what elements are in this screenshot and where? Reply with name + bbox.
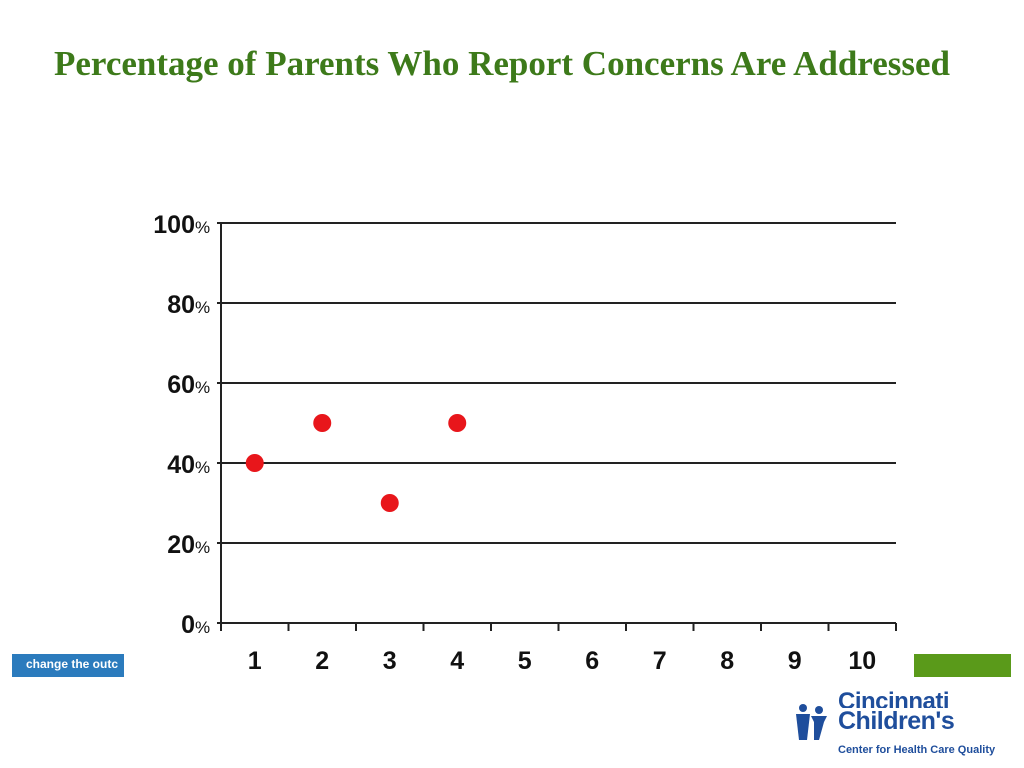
y-tick-label-40: 40 [167,451,195,479]
y-tick-label-80: 80 [167,291,195,319]
x-tick-label-4: 4 [450,647,464,675]
y-tick-percent-0: % [195,618,210,637]
x-tick-label-9: 9 [788,647,802,675]
logo-text-line2: Children's [838,707,955,735]
slide-title: Percentage of Parents Who Report Concern… [54,44,950,83]
x-tick-label-7: 7 [653,647,667,675]
x-tick-label-5: 5 [518,647,532,675]
y-tick-label-60: 60 [167,371,195,399]
data-point-0-1 [245,454,264,472]
x-tick-label-3: 3 [383,647,397,675]
x-tick-label-8: 8 [720,647,734,675]
y-tick-percent-20: % [195,538,210,557]
family-figures-icon [796,704,827,740]
cincinnati-childrens-logo: Cincinnati Children's Center for Health … [792,688,1012,766]
logo-text-line1: Cincinnati [838,690,950,708]
x-tick-label-10: 10 [848,647,876,675]
y-tick-label-0: 0 [181,611,195,639]
footer-tagline: change the outc [26,657,119,671]
y-tick-percent-40: % [195,458,210,477]
data-point-0-3 [380,494,399,512]
footer-bar-right [896,654,1011,677]
y-tick-percent-60: % [195,378,210,397]
y-tick-label-20: 20 [167,531,195,559]
x-tick-label-2: 2 [315,647,329,675]
y-tick-label-100: 100 [153,211,195,239]
y-tick-percent-100: % [195,218,210,237]
x-tick-label-6: 6 [585,647,599,675]
logo-tagline: Center for Health Care Quality [838,744,996,756]
chart-panel [124,195,914,685]
data-point-0-4 [448,414,467,432]
x-tick-label-1: 1 [248,647,262,675]
y-tick-percent-80: % [195,298,210,317]
data-point-0-2 [313,414,332,432]
scatter-chart: 1 2 3 4 5 6 7 8 9 100 %20 %40 %60 %80 %100% [153,211,897,675]
